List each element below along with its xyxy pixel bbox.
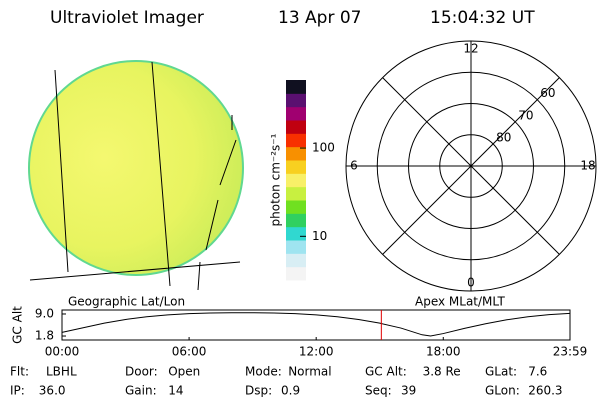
mlt-label: 6	[350, 159, 358, 173]
mlt-label: 18	[580, 159, 595, 173]
colorbar-segment	[286, 186, 306, 201]
info-label: Flt:	[10, 365, 29, 379]
x-tick-label: 18:00	[426, 345, 461, 359]
x-tick-label: 06:00	[172, 345, 207, 359]
info-label: Gain:	[125, 384, 157, 398]
colorbar-segment	[286, 160, 306, 174]
x-tick-label: 12:00	[299, 345, 334, 359]
info-label: Seq:	[365, 384, 392, 398]
y-tick-label: 1.8	[35, 329, 54, 343]
colorbar-segment	[286, 226, 306, 241]
y-tick-label: 9.0	[35, 306, 54, 320]
y-axis-label: GC Alt	[11, 306, 25, 344]
polar-ring-label: 70	[518, 108, 533, 122]
info-label: GLon:	[485, 384, 520, 398]
colorbar-segment	[286, 213, 306, 228]
info-value: 260.3	[528, 384, 562, 398]
info-value: 7.6	[528, 365, 547, 379]
apex-label: Apex MLat/MLT	[415, 295, 505, 309]
info-value: LBHL	[46, 365, 77, 379]
polar-ring-label: 80	[496, 130, 511, 144]
colorbar-segment	[286, 106, 306, 121]
x-tick-label: 00:00	[45, 345, 80, 359]
colorbar-segment	[286, 266, 306, 281]
altitude-line	[61, 312, 571, 337]
mlt-label: 0	[467, 276, 475, 290]
colorbar-segment	[286, 120, 306, 134]
colorbar-label: photon cm⁻²s⁻¹	[269, 133, 283, 226]
info-value: 39	[401, 384, 416, 398]
colorbar-tick-label: 10	[312, 229, 327, 243]
info-value: Normal	[288, 365, 331, 379]
time: 15:04:32 UT	[430, 8, 535, 28]
colorbar-segment	[286, 93, 306, 108]
info-label: Dsp:	[245, 384, 272, 398]
info-label: GC Alt:	[365, 365, 407, 379]
colorbar-segment	[286, 133, 306, 148]
info-label: GLat:	[485, 365, 517, 379]
colorbar-segment	[286, 240, 306, 254]
instrument: Ultraviolet Imager	[50, 8, 204, 28]
geo-label: Geographic Lat/Lon	[68, 295, 185, 309]
colorbar-segment	[286, 146, 306, 161]
polar-ring	[408, 103, 534, 229]
info-value: 14	[168, 384, 183, 398]
colorbar-segment	[286, 173, 306, 188]
globe-image	[28, 60, 244, 291]
info-value: 3.8 Re	[423, 365, 461, 379]
date: 13 Apr 07	[278, 8, 361, 28]
info-value: Open	[168, 365, 200, 379]
info-label: IP:	[10, 384, 25, 398]
info-label: Door:	[125, 365, 158, 379]
colorbar-segment	[286, 80, 306, 94]
info-value: 36.0	[39, 384, 66, 398]
polar-ring	[376, 71, 566, 261]
polar-ring-label: 60	[540, 86, 555, 100]
colorbar-segment	[286, 253, 306, 268]
info-value: 0.9	[281, 384, 300, 398]
colorbar-segment	[286, 200, 306, 214]
info-label: Mode:	[245, 365, 282, 379]
colorbar-tick-label: 100	[312, 141, 335, 155]
polar-ring	[439, 134, 503, 198]
mlt-label: 12	[463, 42, 478, 56]
x-tick-label: 23:59	[553, 345, 588, 359]
